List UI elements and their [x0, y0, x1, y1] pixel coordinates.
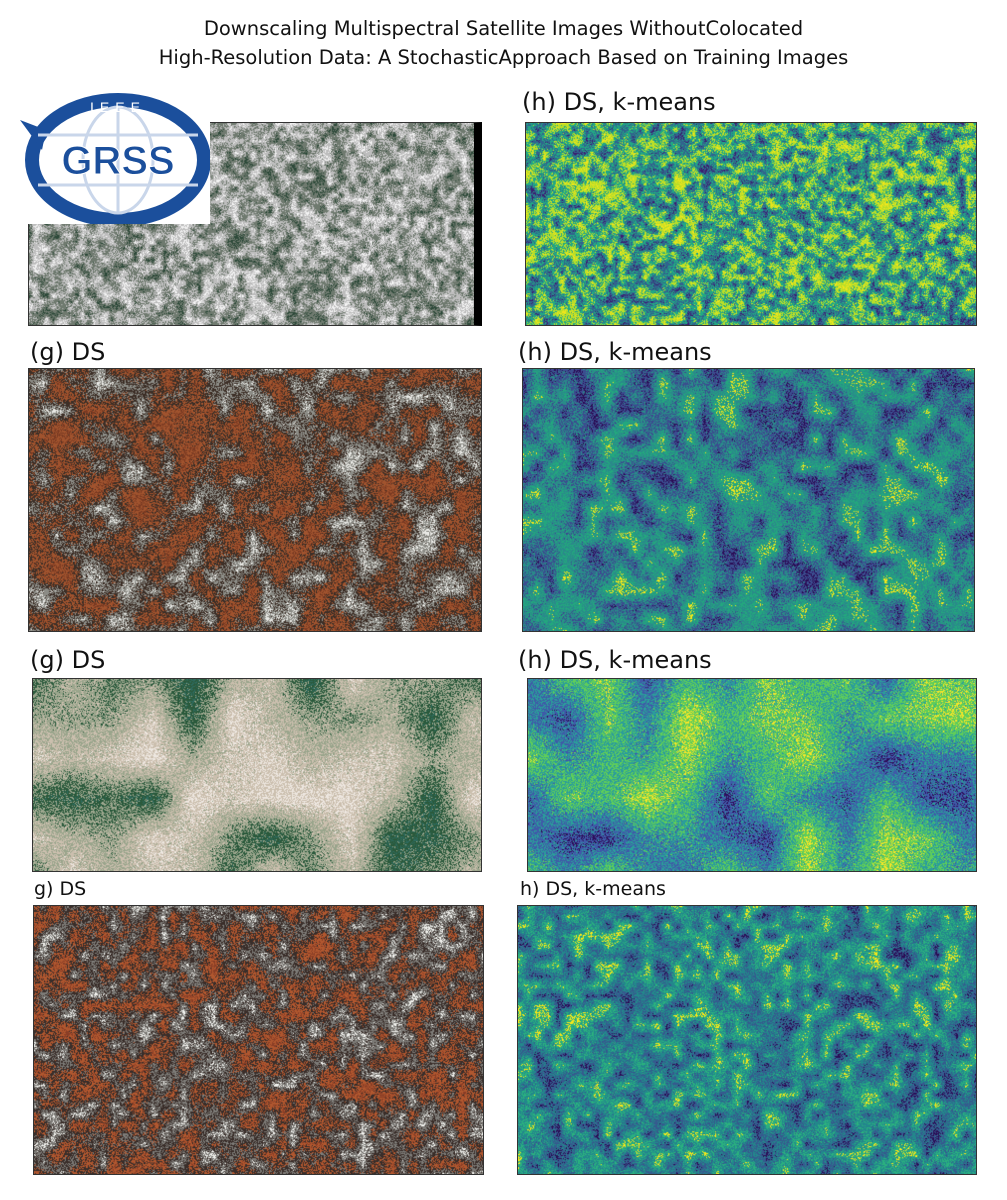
grss-logo: GRSS IEEE — [18, 90, 211, 227]
figure-title: Downscaling Multispectral Satellite Imag… — [0, 14, 1007, 72]
title-line-2: High-Resolution Data: A StochasticApproa… — [158, 46, 849, 69]
panel-3-left-label: (g) DS — [30, 646, 106, 674]
panel-4-original — [33, 905, 484, 1175]
title-line-1: Downscaling Multispectral Satellite Imag… — [203, 17, 804, 40]
panel-2-original — [28, 368, 482, 632]
svg-text:GRSS: GRSS — [61, 139, 174, 183]
panel-3-original — [32, 678, 482, 872]
panel-2-left-label: (g) DS — [30, 338, 106, 366]
panel-4-left-label: g) DS — [34, 878, 87, 900]
panel-4-kmeans — [517, 905, 977, 1175]
panel-1-right-label: (h) DS, k-means — [522, 88, 716, 116]
panel-3-right-label: (h) DS, k-means — [518, 646, 712, 674]
svg-text:IEEE: IEEE — [90, 99, 146, 115]
panel-2-right-label: (h) DS, k-means — [518, 338, 712, 366]
panel-4-right-label: h) DS, k-means — [520, 878, 666, 900]
panel-3-kmeans — [527, 678, 977, 872]
panel-2-kmeans — [522, 368, 975, 632]
panel-1-kmeans — [525, 122, 977, 326]
